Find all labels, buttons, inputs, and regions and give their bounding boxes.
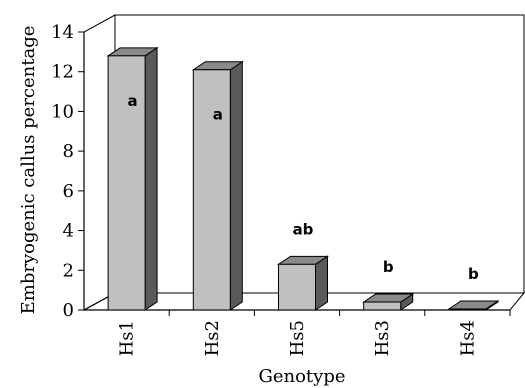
bar-top bbox=[447, 300, 500, 310]
x-axis-title: Genotype bbox=[258, 366, 345, 387]
bar bbox=[363, 301, 402, 311]
y-tick-label: 2 bbox=[63, 260, 74, 281]
significance-label: b bbox=[468, 265, 479, 283]
significance-label: a bbox=[213, 106, 223, 124]
bars bbox=[106, 46, 500, 311]
bar bbox=[448, 308, 487, 311]
bar bbox=[107, 55, 146, 311]
y-tick-label: 14 bbox=[51, 22, 74, 43]
significance-label: a bbox=[128, 92, 138, 110]
x-tick-label: Hs1 bbox=[117, 320, 138, 356]
bar-side bbox=[229, 60, 243, 311]
bar bbox=[192, 69, 231, 311]
x-axis: Hs1 Hs2 Hs5 Hs3 Hs4 bbox=[84, 309, 511, 356]
bar bbox=[278, 263, 316, 311]
significance-label: b bbox=[383, 258, 394, 276]
x-tick-label: Hs5 bbox=[287, 320, 308, 356]
y-axis: 0 2 4 6 8 10 12 14 bbox=[51, 22, 85, 321]
bar-side bbox=[144, 46, 158, 311]
x-tick-label: Hs4 bbox=[457, 320, 478, 356]
y-axis-title: Embryogenic callus percentage bbox=[18, 26, 39, 315]
y-tick-label: 6 bbox=[63, 181, 74, 202]
x-tick-label: Hs2 bbox=[202, 320, 223, 356]
y-tick-label: 10 bbox=[51, 101, 74, 122]
back-wall bbox=[115, 14, 525, 293]
y-tick-label: 8 bbox=[63, 141, 74, 162]
x-tick-label: Hs3 bbox=[372, 320, 393, 356]
y-tick-label: 0 bbox=[63, 300, 74, 321]
significance-labels: a a ab b b bbox=[128, 92, 479, 283]
y-tick-label: 4 bbox=[63, 221, 74, 242]
y-tick-label: 12 bbox=[51, 62, 74, 83]
significance-label: ab bbox=[293, 220, 314, 238]
bar-side bbox=[315, 255, 328, 311]
